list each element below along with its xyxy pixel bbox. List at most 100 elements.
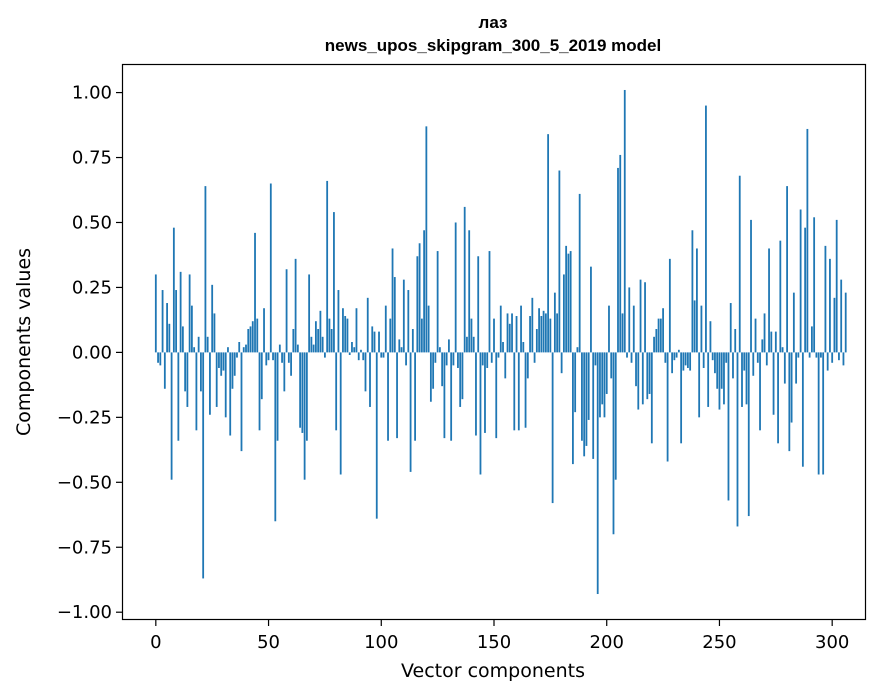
- bar: [716, 352, 719, 389]
- bar: [324, 352, 326, 358]
- bar: [714, 352, 716, 374]
- bar: [549, 318, 552, 353]
- bar: [486, 352, 489, 368]
- bar: [378, 331, 380, 353]
- bar: [804, 227, 807, 353]
- bar: [493, 318, 495, 353]
- bar: [222, 352, 225, 371]
- bar: [686, 352, 689, 368]
- bar: [211, 284, 214, 353]
- bar: [348, 352, 351, 355]
- bar: [360, 349, 362, 353]
- bar: [542, 310, 545, 353]
- bar: [520, 305, 522, 353]
- bar: [269, 183, 272, 353]
- x-tick-label: 50: [257, 632, 280, 653]
- bar: [184, 352, 187, 392]
- bar: [522, 342, 525, 353]
- bar: [599, 352, 601, 418]
- x-tick-label: 150: [477, 632, 511, 653]
- bar: [179, 271, 182, 353]
- chart-title: лаз: [479, 13, 508, 32]
- bar: [680, 352, 683, 444]
- bar: [159, 352, 162, 366]
- bar: [466, 336, 468, 353]
- bar: [272, 352, 274, 361]
- bar: [817, 352, 820, 475]
- bar: [240, 352, 243, 452]
- bar: [524, 352, 527, 428]
- y-tick-label: 1.00: [72, 83, 112, 104]
- y-axis-label: Components values: [13, 248, 35, 436]
- bar: [673, 352, 676, 361]
- bar: [556, 313, 559, 353]
- bar: [490, 352, 493, 363]
- x-tick-label: 200: [590, 632, 624, 653]
- bar: [797, 352, 800, 358]
- bar: [303, 352, 306, 480]
- bar: [792, 292, 795, 353]
- bar: [362, 352, 365, 361]
- bar: [585, 352, 588, 446]
- x-tick-label: 0: [150, 632, 161, 653]
- bar: [671, 352, 674, 374]
- bar: [698, 352, 701, 418]
- bar: [587, 352, 590, 420]
- bar: [427, 305, 430, 353]
- bar: [725, 352, 728, 363]
- bar: [605, 352, 608, 394]
- bar: [709, 321, 712, 353]
- bar: [166, 303, 168, 353]
- bar: [808, 352, 811, 358]
- bar: [551, 352, 554, 504]
- bar: [693, 300, 696, 353]
- bar: [247, 329, 250, 353]
- bar: [263, 308, 265, 353]
- bar: [251, 321, 254, 353]
- bar: [682, 352, 685, 371]
- bar: [475, 352, 477, 436]
- bar: [319, 310, 322, 353]
- y-tick-label: 0.25: [72, 277, 112, 298]
- bar: [799, 209, 802, 353]
- bar: [206, 336, 209, 353]
- bar: [310, 336, 313, 353]
- bar: [366, 297, 369, 353]
- bar: [806, 128, 809, 353]
- bar: [772, 352, 775, 415]
- bar: [420, 318, 423, 353]
- bar: [314, 321, 317, 353]
- y-tick-label: −0.75: [57, 537, 112, 558]
- bar: [533, 352, 536, 363]
- bar: [369, 352, 371, 407]
- bar: [648, 352, 651, 394]
- bar: [822, 352, 825, 475]
- bar: [218, 352, 220, 368]
- bar: [409, 352, 412, 472]
- bar: [621, 313, 624, 353]
- y-tick-label: −0.25: [57, 407, 112, 428]
- bar: [535, 329, 538, 353]
- bar: [389, 318, 392, 353]
- bar: [750, 219, 752, 353]
- bar: [436, 251, 439, 353]
- bar: [416, 256, 419, 353]
- bar: [576, 347, 579, 353]
- bar: [364, 352, 367, 392]
- bar: [463, 206, 466, 353]
- bar: [810, 326, 813, 353]
- bar: [756, 352, 759, 363]
- bar: [342, 308, 344, 353]
- bar: [707, 352, 710, 407]
- bar: [684, 352, 687, 366]
- bar: [278, 344, 281, 353]
- y-tick-label: −1.00: [57, 602, 112, 623]
- bar: [777, 352, 779, 444]
- bar: [441, 352, 444, 387]
- bar: [747, 352, 750, 517]
- bar: [639, 279, 642, 353]
- bar: [445, 352, 448, 366]
- bar: [220, 352, 223, 376]
- bar: [770, 331, 773, 353]
- bar: [188, 274, 191, 353]
